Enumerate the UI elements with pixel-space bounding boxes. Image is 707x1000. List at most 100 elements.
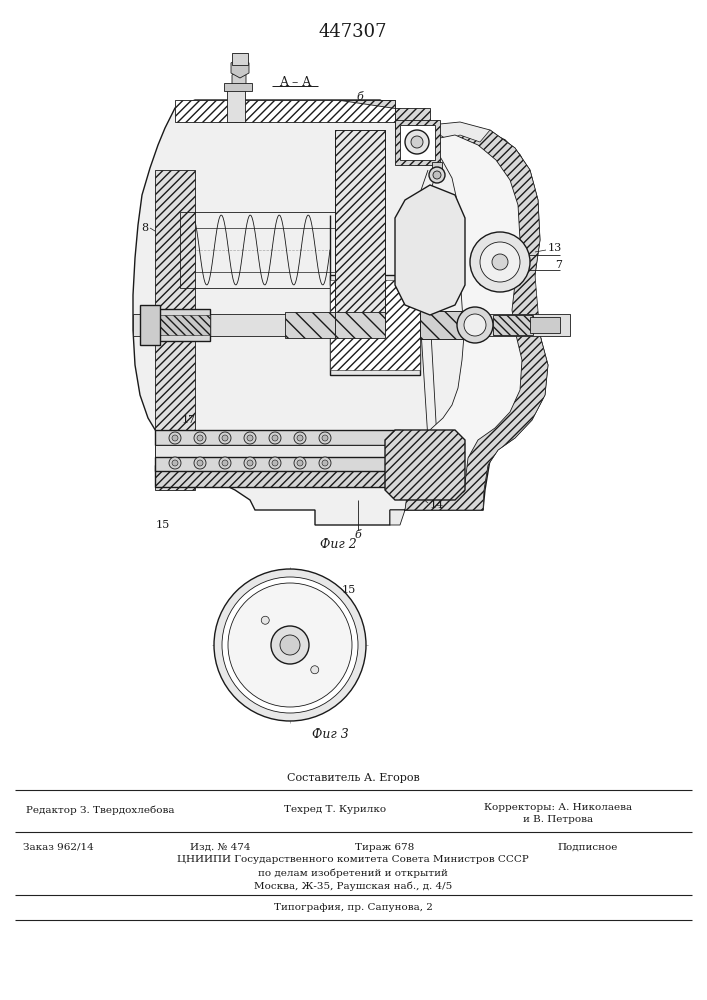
Text: 8: 8 bbox=[141, 223, 148, 233]
Circle shape bbox=[480, 242, 520, 282]
Text: Фиг 3: Фиг 3 bbox=[312, 728, 349, 742]
Circle shape bbox=[214, 569, 366, 721]
Text: ЦНИИПИ Государственного комитета Совета Министров СССР: ЦНИИПИ Государственного комитета Совета … bbox=[177, 856, 529, 864]
Text: Фиг 2: Фиг 2 bbox=[320, 538, 356, 552]
Circle shape bbox=[411, 136, 423, 148]
Circle shape bbox=[269, 432, 281, 444]
Circle shape bbox=[429, 167, 445, 183]
Circle shape bbox=[197, 435, 203, 441]
Polygon shape bbox=[232, 71, 246, 88]
Text: Составитель А. Егоров: Составитель А. Егоров bbox=[286, 773, 419, 783]
Text: Типография, пр. Сапунова, 2: Типография, пр. Сапунова, 2 bbox=[274, 904, 433, 912]
Circle shape bbox=[294, 432, 306, 444]
Text: A – A: A – A bbox=[279, 76, 311, 89]
Bar bbox=[432, 162, 442, 174]
Text: Изд. № 474: Изд. № 474 bbox=[189, 842, 250, 852]
Text: 15: 15 bbox=[156, 520, 170, 530]
Circle shape bbox=[262, 616, 269, 624]
Circle shape bbox=[405, 130, 429, 154]
Circle shape bbox=[228, 583, 352, 707]
Circle shape bbox=[272, 435, 278, 441]
Text: по делам изобретений и открытий: по делам изобретений и открытий bbox=[258, 868, 448, 878]
Bar bbox=[155, 457, 400, 471]
Polygon shape bbox=[133, 100, 545, 525]
Circle shape bbox=[457, 307, 493, 343]
Bar bbox=[155, 465, 400, 487]
Polygon shape bbox=[155, 170, 195, 490]
Polygon shape bbox=[475, 240, 525, 285]
Circle shape bbox=[280, 635, 300, 655]
Polygon shape bbox=[390, 122, 548, 525]
Text: 447307: 447307 bbox=[319, 23, 387, 41]
Circle shape bbox=[271, 626, 309, 664]
Bar bbox=[493, 315, 533, 335]
Circle shape bbox=[297, 435, 303, 441]
Circle shape bbox=[269, 457, 281, 469]
Polygon shape bbox=[175, 100, 395, 122]
Polygon shape bbox=[410, 135, 522, 492]
Text: Корректоры: А. Николаева: Корректоры: А. Николаева bbox=[484, 802, 632, 812]
Bar bbox=[330, 275, 420, 375]
Bar bbox=[133, 314, 570, 336]
Text: 14: 14 bbox=[430, 500, 444, 510]
Bar bbox=[530, 317, 560, 333]
Circle shape bbox=[433, 171, 441, 179]
Bar bbox=[224, 83, 252, 91]
Circle shape bbox=[322, 460, 328, 466]
Circle shape bbox=[247, 460, 253, 466]
Polygon shape bbox=[395, 185, 465, 315]
Text: 18: 18 bbox=[452, 138, 466, 148]
Bar bbox=[155, 315, 210, 335]
Circle shape bbox=[311, 666, 319, 674]
Bar bbox=[227, 90, 245, 122]
Circle shape bbox=[219, 432, 231, 444]
Text: 13: 13 bbox=[548, 243, 562, 253]
Polygon shape bbox=[340, 100, 430, 140]
Circle shape bbox=[244, 457, 256, 469]
Circle shape bbox=[222, 577, 358, 713]
Polygon shape bbox=[231, 58, 249, 78]
Bar bbox=[232, 53, 248, 65]
Circle shape bbox=[244, 432, 256, 444]
Text: и В. Петрова: и В. Петрова bbox=[523, 816, 593, 824]
Circle shape bbox=[319, 457, 331, 469]
Text: 17: 17 bbox=[182, 415, 196, 425]
Bar bbox=[335, 130, 385, 330]
Circle shape bbox=[322, 435, 328, 441]
Circle shape bbox=[464, 314, 486, 336]
Circle shape bbox=[172, 435, 178, 441]
Circle shape bbox=[470, 232, 530, 292]
Bar bbox=[395, 120, 440, 165]
Text: б: б bbox=[355, 530, 361, 540]
Bar bbox=[420, 311, 485, 339]
Bar bbox=[330, 280, 420, 370]
Text: Тираж 678: Тираж 678 bbox=[356, 842, 414, 852]
Circle shape bbox=[272, 460, 278, 466]
Circle shape bbox=[194, 457, 206, 469]
Bar bbox=[335, 130, 385, 330]
Circle shape bbox=[169, 457, 181, 469]
Text: Заказ 962/14: Заказ 962/14 bbox=[23, 842, 93, 852]
Text: Подписное: Подписное bbox=[558, 842, 618, 852]
Circle shape bbox=[194, 432, 206, 444]
Circle shape bbox=[319, 432, 331, 444]
Circle shape bbox=[297, 460, 303, 466]
Text: Редактор З. Твердохлебова: Редактор З. Твердохлебова bbox=[25, 805, 174, 815]
Polygon shape bbox=[405, 130, 548, 510]
Circle shape bbox=[492, 254, 508, 270]
Text: Техред Т. Курилко: Техред Т. Курилко bbox=[284, 806, 386, 814]
Circle shape bbox=[222, 460, 228, 466]
Bar bbox=[155, 445, 400, 457]
Text: 15: 15 bbox=[342, 585, 356, 595]
Bar bbox=[140, 305, 160, 345]
Circle shape bbox=[219, 457, 231, 469]
Bar bbox=[155, 309, 210, 341]
Text: б: б bbox=[356, 92, 363, 102]
Bar bbox=[180, 212, 335, 288]
Circle shape bbox=[197, 460, 203, 466]
Bar bbox=[400, 125, 435, 160]
Circle shape bbox=[247, 435, 253, 441]
Circle shape bbox=[222, 435, 228, 441]
Text: Москва, Ж-35, Раушская наб., д. 4/5: Москва, Ж-35, Раушская наб., д. 4/5 bbox=[254, 881, 452, 891]
Bar bbox=[420, 311, 485, 339]
